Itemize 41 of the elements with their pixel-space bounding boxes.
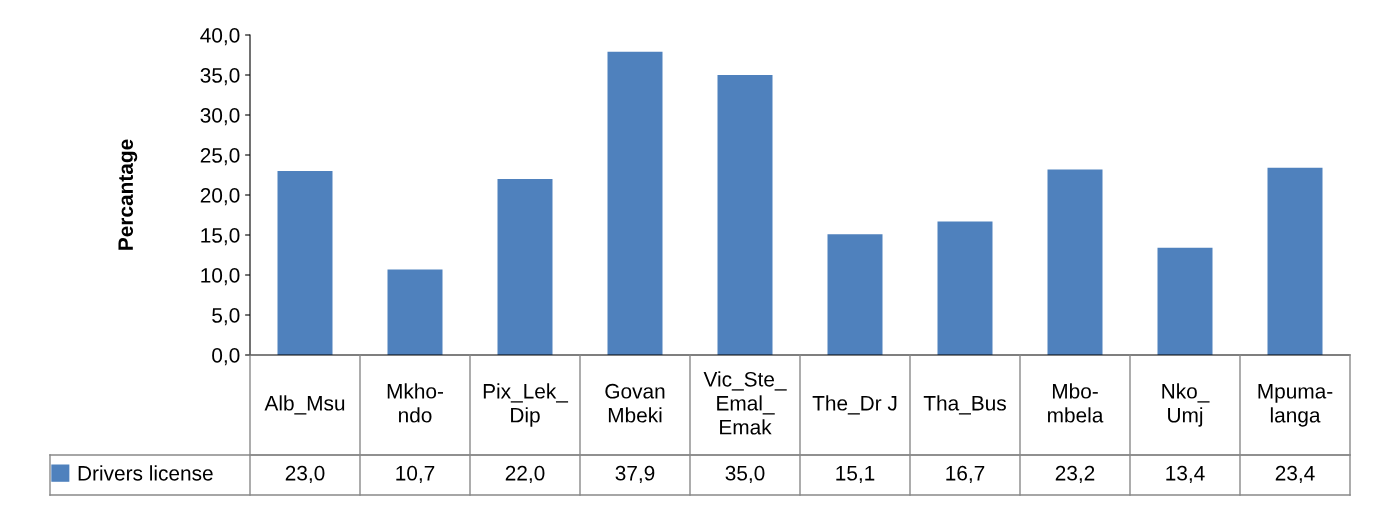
- data-label: 23,2: [1055, 465, 1095, 484]
- x-tick-label: Vic_Ste_ Emal_ Emak: [703, 371, 787, 435]
- data-label: 15,1: [836, 466, 875, 484]
- data-label: 35,0: [725, 465, 765, 484]
- data-label: 37,9: [615, 465, 655, 484]
- data-label: 16,7: [946, 465, 985, 484]
- x-tick-label: Govan Mbeki: [605, 383, 665, 423]
- x-tick-label: Mkho- ndo: [387, 383, 444, 423]
- data-label: 23,4: [1275, 465, 1315, 484]
- y-tick-label: 5,0: [212, 308, 240, 326]
- x-tick-label: Mbo- mbela: [1048, 383, 1104, 423]
- bar: [1047, 169, 1103, 355]
- y-tick-label: 20,0: [200, 188, 240, 206]
- x-tick-label: Tha_Bus: [923, 395, 1006, 415]
- y-tick-label: 30,0: [200, 108, 240, 126]
- x-tick-label: Alb_Msu: [264, 395, 345, 415]
- bar: [607, 51, 663, 355]
- bar: [1267, 167, 1323, 355]
- legend-label: Drivers license: [78, 465, 213, 481]
- y-tick-label: 35,0: [200, 68, 240, 86]
- y-axis-title: Percantage: [118, 139, 138, 250]
- bar: [387, 269, 443, 355]
- x-tick-label: Pix_Lek_ Dip: [483, 383, 569, 427]
- data-label: 10,7: [396, 465, 435, 484]
- bar: [497, 179, 553, 355]
- bar: [717, 75, 773, 355]
- y-tick-label: 15,0: [201, 228, 240, 246]
- y-tick-label: 40,0: [200, 28, 240, 46]
- bar: [277, 171, 333, 355]
- y-tick-label: 0,0: [212, 348, 240, 366]
- y-tick-label: 10,0: [201, 268, 240, 286]
- x-tick-label: Nko_ Umj: [1162, 383, 1210, 427]
- x-tick-label: The_Dr J: [812, 395, 897, 415]
- data-label: 13,4: [1166, 465, 1205, 484]
- data-label: 23,0: [285, 465, 325, 484]
- y-tick-label: 25,0: [200, 148, 240, 166]
- bar: [937, 221, 993, 355]
- x-tick-label: Mpuma- langa: [1258, 384, 1333, 427]
- bar: [1157, 247, 1213, 355]
- bar: [827, 234, 883, 355]
- data-label: 22,0: [505, 465, 545, 484]
